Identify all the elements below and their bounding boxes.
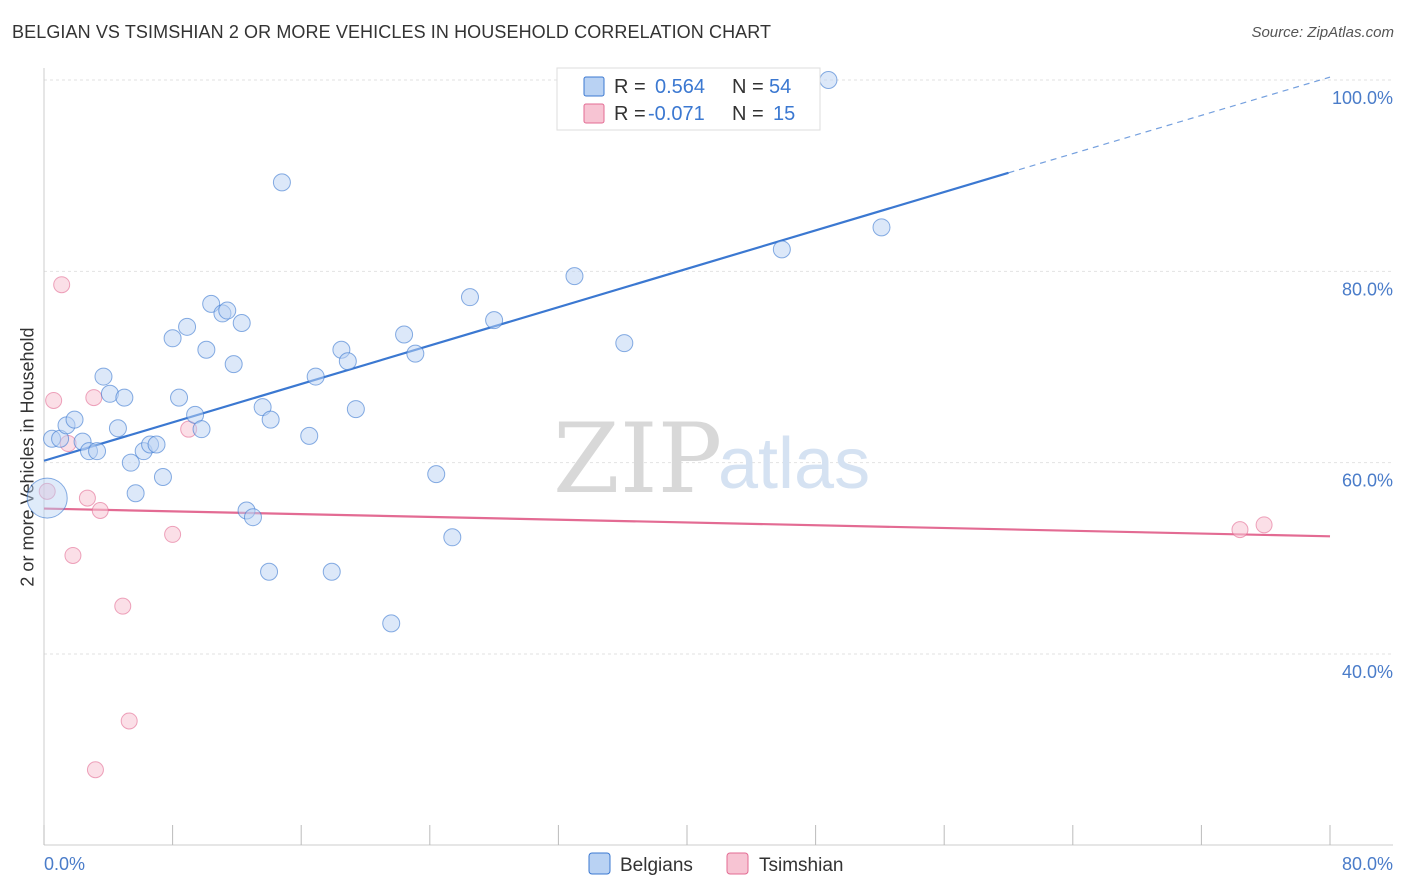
data-point-tsimshian <box>1255 516 1273 534</box>
data-point-belgians <box>872 218 891 237</box>
data-point-belgians <box>772 240 791 259</box>
data-point-belgians <box>346 400 365 419</box>
trend-line-belgians <box>43 171 1009 462</box>
stats-legend: R = 0.564 N = 54 R = -0.071 N = 15 <box>556 67 821 131</box>
data-point-belgians <box>306 367 325 386</box>
data-point-belgians <box>485 311 504 330</box>
legend-swatch-belgians <box>583 76 605 97</box>
trend-line-belgians-extension <box>1008 76 1331 174</box>
y-tick-label: 100.0% <box>1332 88 1393 108</box>
data-point-belgians <box>382 614 401 633</box>
x-tick-label: 0.0% <box>44 854 85 874</box>
data-point-belgians <box>126 484 145 503</box>
data-point-belgians <box>65 410 84 429</box>
legend-swatch-tsimshian <box>583 103 605 124</box>
y-tick-labels: 40.0% 60.0% 80.0% 100.0% <box>1332 88 1393 682</box>
data-point-belgians <box>243 508 262 527</box>
data-point-belgians <box>192 420 211 439</box>
data-point-belgians <box>88 442 107 461</box>
data-point-belgians <box>94 367 113 386</box>
data-point-tsimshian <box>85 389 103 407</box>
legend-n-value-2: 15 <box>773 103 795 125</box>
legend-r-label-1: R = <box>614 76 646 98</box>
x-tick-labels: 0.0% 80.0% <box>44 854 1393 874</box>
data-point-belgians <box>565 267 584 286</box>
data-point-belgians <box>300 426 319 445</box>
bottom-legend-belgians: Belgians <box>620 855 693 876</box>
data-point-belgians <box>108 419 127 438</box>
data-points <box>26 69 1273 779</box>
data-point-belgians <box>261 410 280 429</box>
data-point-belgians <box>406 344 425 363</box>
data-point-belgians <box>272 173 291 192</box>
legend-n-label-2: N = <box>732 103 764 125</box>
data-point-belgians <box>615 334 634 353</box>
y-tick-label: 40.0% <box>1342 662 1393 682</box>
legend-n-value-1: 54 <box>769 76 791 98</box>
data-point-belgians <box>153 468 172 487</box>
data-point-belgians <box>147 435 166 454</box>
data-point-belgians <box>443 528 462 547</box>
data-point-belgians <box>460 288 479 307</box>
gridlines <box>44 79 1393 655</box>
data-point-belgians <box>121 453 140 472</box>
data-point-tsimshian <box>114 597 132 615</box>
data-point-tsimshian <box>78 489 96 507</box>
chart-title: BELGIAN VS TSIMSHIAN 2 OR MORE VEHICLES … <box>12 22 772 42</box>
watermark-atlas: atlas <box>718 424 870 504</box>
legend-n-label-1: N = <box>732 76 764 98</box>
data-point-belgians <box>427 465 446 484</box>
legend-r-value-2: -0.071 <box>648 103 705 125</box>
legend-r-label-2: R = <box>614 103 646 125</box>
data-point-belgians <box>260 562 279 581</box>
data-point-belgians <box>322 562 341 581</box>
data-point-belgians <box>395 325 414 344</box>
data-point-belgians <box>26 477 68 519</box>
data-point-tsimshian <box>164 525 182 543</box>
data-point-tsimshian <box>64 546 82 564</box>
bottom-legend-swatch-tsimshian <box>726 852 749 875</box>
bottom-legend-tsimshian: Tsimshian <box>759 855 843 876</box>
data-point-tsimshian <box>120 712 138 730</box>
data-point-belgians <box>115 388 134 407</box>
data-point-tsimshian <box>38 482 56 500</box>
source-label: Source: ZipAtlas.com <box>1251 24 1394 41</box>
data-point-tsimshian <box>45 391 63 409</box>
data-point-tsimshian <box>53 276 71 294</box>
data-point-belgians <box>819 71 838 89</box>
bottom-legend-swatch-belgians <box>588 852 611 875</box>
data-point-tsimshian <box>86 761 104 779</box>
data-point-belgians <box>170 388 189 407</box>
watermark-zip: ZIP <box>553 403 722 515</box>
y-tick-label: 80.0% <box>1342 279 1393 299</box>
data-point-belgians <box>218 301 237 320</box>
data-point-belgians <box>197 340 216 359</box>
data-point-belgians <box>163 329 182 348</box>
x-tick-label: 80.0% <box>1342 854 1393 874</box>
axes <box>43 68 1393 846</box>
data-point-belgians <box>178 317 197 336</box>
watermark: ZIP atlas <box>553 403 870 515</box>
y-tick-label: 60.0% <box>1342 471 1393 491</box>
data-point-tsimshian <box>91 502 109 519</box>
data-point-belgians <box>232 313 251 332</box>
data-point-belgians <box>224 355 243 374</box>
series-legend: Belgians Tsimshian <box>588 852 843 876</box>
data-point-tsimshian <box>1231 521 1249 539</box>
legend-r-value-1: 0.564 <box>655 76 705 98</box>
data-point-belgians <box>338 352 357 371</box>
